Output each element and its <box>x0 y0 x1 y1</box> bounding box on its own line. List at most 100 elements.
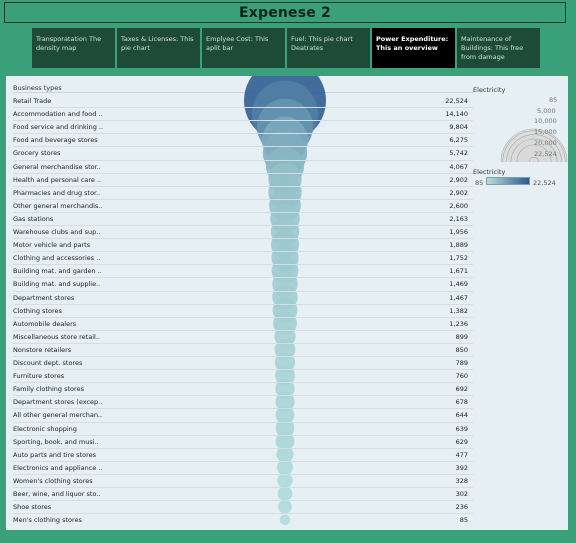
chart-panel: Business types Retail Trade 22,524 Accommo… <box>6 76 568 530</box>
dashboard-title-bar: Expenese 2 <box>4 2 566 23</box>
row-divider <box>13 434 473 436</box>
row-value: 2,163 <box>449 214 468 223</box>
color-legend-min: 85 <box>475 179 484 187</box>
row-value: 1,469 <box>449 280 468 289</box>
row-value: 1,671 <box>449 267 468 276</box>
tab-transportation[interactable]: Transporatation The density map <box>32 28 115 68</box>
bubble-mark[interactable] <box>275 405 295 425</box>
bubble-mark[interactable] <box>275 418 295 438</box>
row-value: 5,742 <box>449 149 468 158</box>
row-value: 1,236 <box>449 319 468 328</box>
row-divider <box>13 238 473 240</box>
row-divider <box>13 133 473 135</box>
tab-taxes-licenses[interactable]: Taxes & Licenses: This pie chart <box>117 28 200 68</box>
row-label: Retail Trade <box>13 97 52 105</box>
row-value: 2,902 <box>449 175 468 184</box>
row-label: Nonstore retailers <box>13 345 72 354</box>
color-legend-gradient <box>486 177 530 185</box>
row-value: 1,467 <box>449 293 468 302</box>
tab-employee-cost[interactable]: Emplyee Cost: This aplit bar <box>202 28 285 68</box>
row-label: Discount dept. stores <box>13 359 83 367</box>
row-divider <box>13 329 473 331</box>
row-label: Clothing and accessories .. <box>13 254 101 263</box>
row-value: 1,956 <box>449 228 468 236</box>
row-label: Auto parts and tire stores <box>13 450 97 459</box>
bubble-mark[interactable] <box>278 499 292 514</box>
row-divider <box>13 500 473 502</box>
bubble-mark[interactable] <box>279 514 291 526</box>
row-divider <box>13 159 473 161</box>
dashboard-title: Expenese 2 <box>238 4 331 21</box>
row-divider <box>13 369 473 371</box>
row-value: 392 <box>455 463 468 472</box>
row-label: Shoe stores <box>13 503 52 512</box>
row-label: Family clothing stores <box>13 385 84 394</box>
color-legend-title: Electricity <box>473 168 506 176</box>
size-legend-label: 22,524 <box>534 150 557 158</box>
row-value: 14,140 <box>445 110 468 119</box>
row-divider <box>13 408 473 410</box>
row-label: General merchandise stor.. <box>13 162 101 171</box>
bubble-mark[interactable] <box>276 459 294 476</box>
row-label: Building mat. and supplie.. <box>13 280 101 289</box>
row-divider <box>13 447 473 449</box>
row-value: 692 <box>455 385 468 394</box>
row-value: 760 <box>455 372 468 381</box>
row-value: 629 <box>455 437 468 446</box>
row-divider <box>13 303 473 305</box>
row-divider <box>13 198 473 200</box>
header-rule <box>13 92 473 93</box>
row-divider <box>13 395 473 397</box>
row-divider <box>13 460 473 462</box>
row-label: All other general merchan.. <box>13 411 103 420</box>
row-label: Other general merchandis.. <box>13 201 103 210</box>
row-value: 477 <box>455 450 468 459</box>
row-label: Miscellaneous store retail.. <box>13 332 100 341</box>
tab-fuel[interactable]: Fuel: This pie chart Deatrates <box>287 28 370 68</box>
row-label: Clothing stores <box>13 306 62 315</box>
row-label: Motor vehicle and parts <box>13 241 91 250</box>
size-legend-label: 20,000 <box>534 139 557 147</box>
row-value: 639 <box>455 424 468 433</box>
bubble-chart <box>244 76 326 526</box>
tab-power-expenditure[interactable]: Power Expenditure: This an overview <box>372 28 455 68</box>
row-label: Gas stations <box>13 214 54 223</box>
row-label: Building mat. and garden .. <box>13 267 102 276</box>
row-label: Beer, wine, and liquor sto.. <box>13 490 101 498</box>
row-value: 328 <box>455 476 468 485</box>
row-divider <box>13 290 473 292</box>
bubble-mark[interactable] <box>275 431 295 451</box>
row-divider <box>13 172 473 174</box>
row-value: 1,382 <box>449 306 468 315</box>
bubble-mark[interactable] <box>277 486 293 501</box>
row-value: 850 <box>455 345 468 354</box>
row-label: Automobile dealers <box>13 319 77 328</box>
tab-maintenance-buildings[interactable]: Maintenance of Buildings: This free from… <box>457 28 540 68</box>
row-value: 4,067 <box>449 162 468 171</box>
column-header: Business types <box>13 84 62 92</box>
row-label: Warehouse clubs and sup.. <box>13 228 101 236</box>
row-label: Department stores <box>13 293 75 302</box>
row-value: 22,524 <box>445 97 468 105</box>
bubble-mark[interactable] <box>277 472 293 489</box>
color-legend-max: 22,524 <box>533 179 556 187</box>
bubble-mark[interactable] <box>276 445 294 463</box>
row-divider <box>13 487 473 488</box>
row-divider <box>13 211 473 213</box>
row-divider <box>13 277 473 279</box>
row-label: Health and personal care .. <box>13 175 102 184</box>
bubble-mark[interactable] <box>275 392 295 412</box>
row-divider <box>13 107 473 109</box>
size-legend-label: 10,000 <box>534 117 557 125</box>
row-label: Food service and drinking .. <box>13 123 104 132</box>
size-legend-circle <box>516 144 552 163</box>
row-value: 2,902 <box>449 188 468 197</box>
row-value: 1,752 <box>449 254 468 263</box>
row-label: Accommodation and food .. <box>13 110 103 119</box>
row-value: 644 <box>455 411 468 420</box>
row-divider <box>13 356 473 357</box>
row-value: 302 <box>455 490 468 498</box>
size-legend-label: 15,000 <box>534 128 557 136</box>
size-legend-label: 5,000 <box>537 107 556 115</box>
